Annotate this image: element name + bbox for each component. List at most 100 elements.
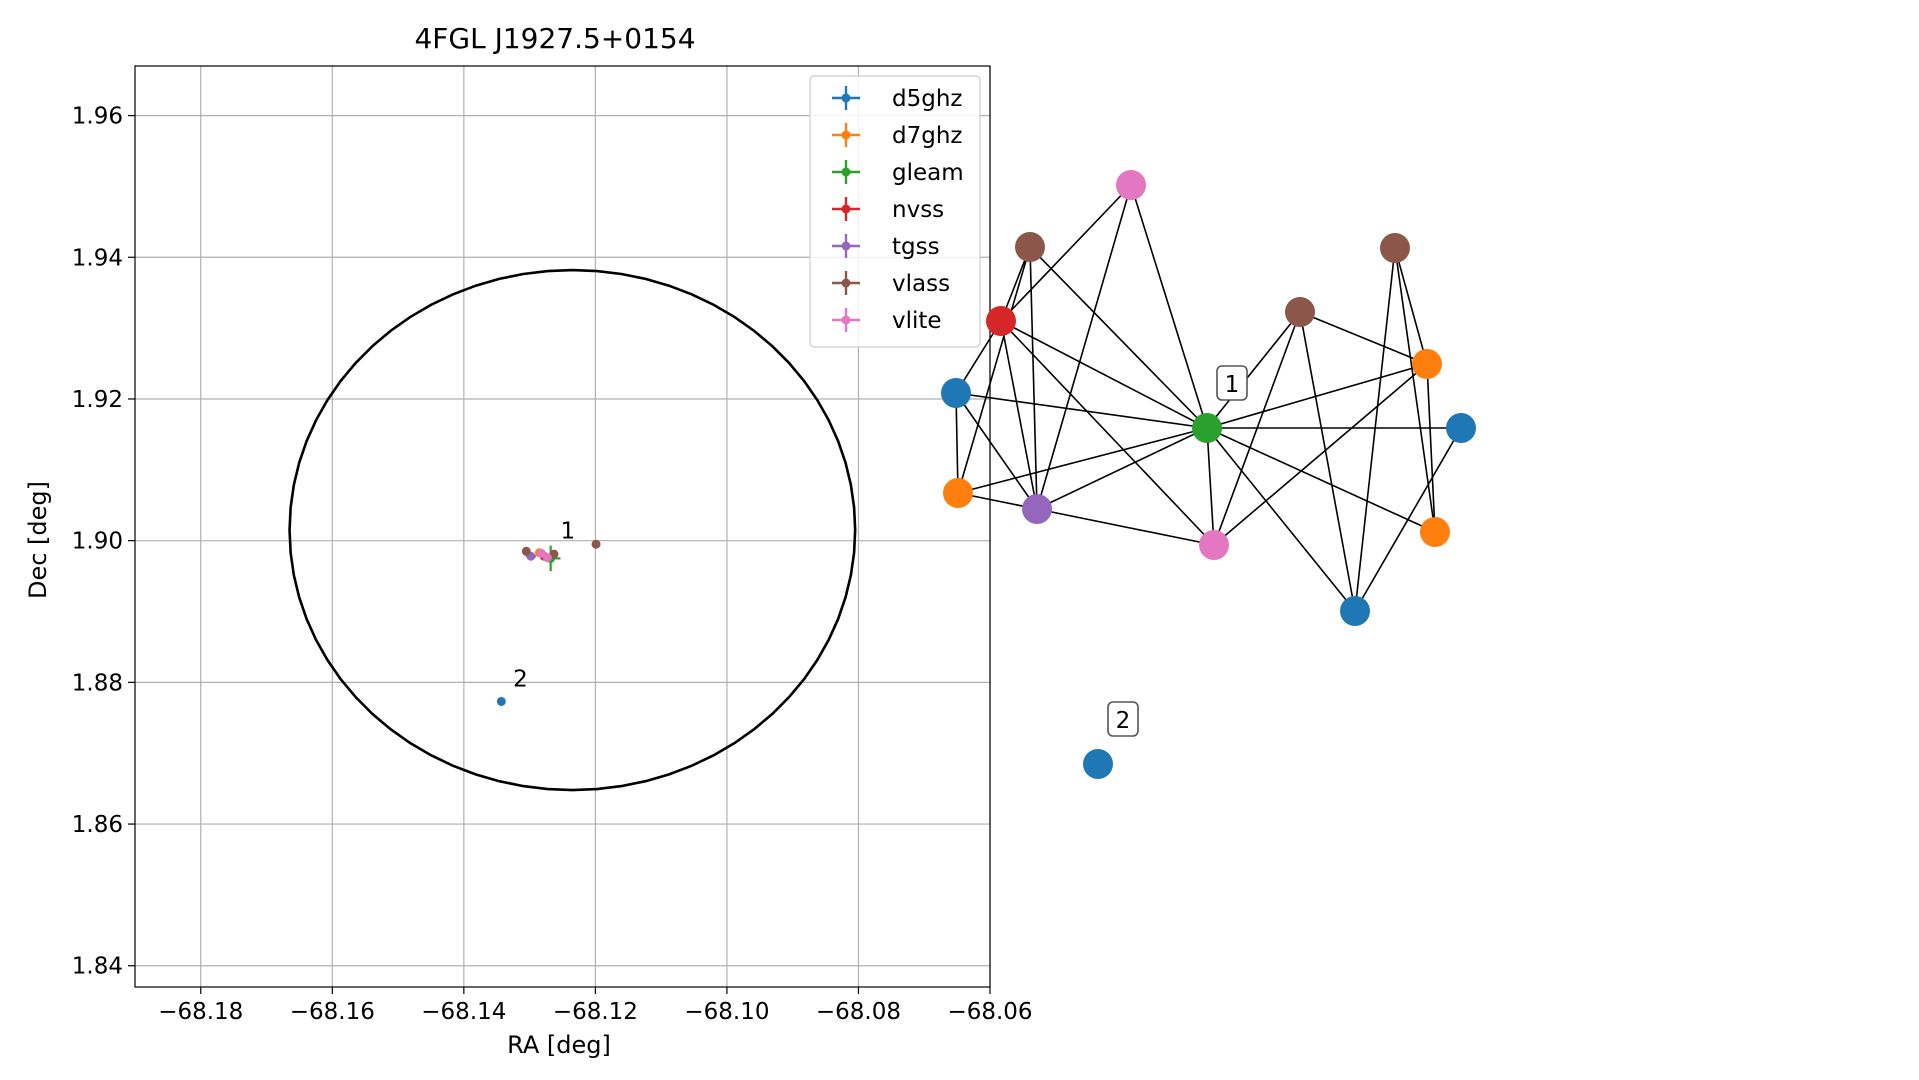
- series-vlite: [536, 548, 552, 563]
- x-tick-label: −68.16: [290, 999, 375, 1025]
- scatter-chart: 12 −68.18 −68.16 −68.14 −68.12 −68.10 −68.08−…: [24, 22, 1033, 1059]
- legend-entry-vlass: vlass: [832, 271, 950, 297]
- network-edge: [1394, 247, 1428, 365]
- legend-entry-d5ghz: d5ghz: [832, 86, 962, 112]
- legend-marker-dot: [841, 241, 851, 251]
- x-tick-label: −68.18: [158, 999, 243, 1025]
- legend-label: d7ghz: [892, 123, 962, 149]
- network-edge: [1299, 311, 1356, 612]
- legend-entry-d7ghz: d7ghz: [832, 123, 962, 149]
- network-edge: [1354, 427, 1462, 612]
- network-node-d5ghz: [1446, 413, 1476, 443]
- x-axis-label: RA [deg]: [507, 1031, 611, 1059]
- network-edge: [1000, 320, 1038, 510]
- data-point: [536, 548, 546, 558]
- network-edges: [955, 184, 1462, 612]
- y-tick-label: 1.88: [72, 670, 123, 696]
- node-label-box: [1216, 365, 1248, 401]
- network-edge: [1213, 311, 1301, 546]
- network-node-d5ghz: [1340, 596, 1370, 626]
- legend-label: vlass: [892, 271, 950, 297]
- x-axis-ticks: −68.18 −68.16 −68.14 −68.12 −68.10 −68.08 −68.…: [158, 987, 1033, 1025]
- series-d5ghz: [496, 696, 506, 706]
- legend-label: d5ghz: [892, 86, 962, 112]
- series-vlass: [521, 539, 601, 559]
- network-edge: [1130, 184, 1208, 429]
- network-edge: [1206, 427, 1215, 546]
- x-tick-label: −68.14: [421, 999, 506, 1025]
- network-node-vlite: [1116, 170, 1146, 200]
- legend-entry-gleam: gleam: [832, 160, 964, 186]
- network-edge: [1206, 427, 1436, 533]
- network-edge: [955, 392, 1208, 429]
- y-tick-label: 1.90: [72, 529, 123, 555]
- network-edge: [1426, 363, 1436, 533]
- network-edge: [1206, 311, 1301, 429]
- network-edge: [957, 427, 1208, 494]
- y-axis-label: Dec [deg]: [24, 481, 52, 599]
- data-point: [521, 546, 531, 556]
- y-tick-label: 1.94: [72, 245, 123, 271]
- y-axis-ticks: 1.84 1.86 1.88 1.90 1.92 1.94 1.96: [72, 104, 135, 980]
- legend-entry-tgss: tgss: [832, 234, 940, 260]
- x-tick-label: −68.10: [684, 999, 769, 1025]
- network-node-nvss: [986, 306, 1016, 336]
- network-node-tgss: [1022, 494, 1052, 524]
- network-edge: [1000, 320, 1215, 546]
- network-edge: [955, 392, 1038, 510]
- node-label: 2: [1116, 708, 1131, 734]
- network-graph: 12: [941, 170, 1476, 779]
- network-node-d7ghz: [1420, 517, 1450, 547]
- network-node-gleam: [1192, 413, 1222, 443]
- legend-label: nvss: [892, 197, 944, 223]
- y-tick-label: 1.96: [72, 104, 123, 130]
- network-node-vlite: [1199, 530, 1229, 560]
- legend-marker-dot: [841, 278, 851, 288]
- legend-label: gleam: [892, 160, 964, 186]
- error-ellipse: [288, 268, 857, 792]
- x-tick-label: −68.12: [553, 999, 638, 1025]
- legend-marker-dot: [841, 93, 851, 103]
- network-node-labels: 12: [1107, 365, 1248, 737]
- legend-marker-dot: [841, 130, 851, 140]
- data-point: [591, 539, 601, 549]
- network-edge: [1029, 246, 1208, 429]
- legend-entry-nvss: nvss: [832, 197, 944, 223]
- network-edge: [1206, 427, 1356, 612]
- legend-label: vlite: [892, 308, 942, 334]
- point-annotation: 2: [513, 667, 528, 693]
- network-edge: [1000, 184, 1132, 322]
- network-node-vlass: [1015, 232, 1045, 262]
- data-points-layer: [496, 539, 601, 706]
- y-tick-label: 1.92: [72, 387, 123, 413]
- network-edge: [1036, 427, 1208, 510]
- network-edge: [1029, 246, 1038, 510]
- network-node-d7ghz: [1412, 349, 1442, 379]
- network-nodes: [941, 170, 1476, 779]
- network-node-vlass: [1285, 297, 1315, 327]
- network-node-d5ghz: [941, 378, 971, 408]
- network-edge: [955, 392, 959, 494]
- legend-entry-vlite: vlite: [832, 308, 942, 334]
- network-edge: [957, 246, 1031, 494]
- data-point: [549, 549, 559, 559]
- x-tick-label: −68.08: [816, 999, 901, 1025]
- network-node-vlass: [1380, 233, 1410, 263]
- network-edge: [1299, 311, 1428, 365]
- network-edge: [1213, 363, 1428, 546]
- point-annotation: 1: [561, 519, 576, 545]
- network-node-d7ghz: [943, 478, 973, 508]
- chart-title: 4FGL J1927.5+0154: [414, 22, 695, 55]
- error-ellipse-layer: [288, 268, 857, 792]
- network-edge: [1036, 508, 1215, 546]
- network-node-d5ghz: [1083, 749, 1113, 779]
- network-edge: [1206, 363, 1428, 429]
- annotations-layer: 12: [513, 519, 575, 693]
- legend-marker-dot: [841, 204, 851, 214]
- legend: d5ghz d7ghz gleam nvss tgss vlass vlite: [809, 75, 981, 348]
- y-tick-label: 1.86: [72, 812, 123, 838]
- network-edge: [1036, 184, 1132, 510]
- node-label-box: [1107, 701, 1139, 737]
- network-edge: [1354, 247, 1396, 612]
